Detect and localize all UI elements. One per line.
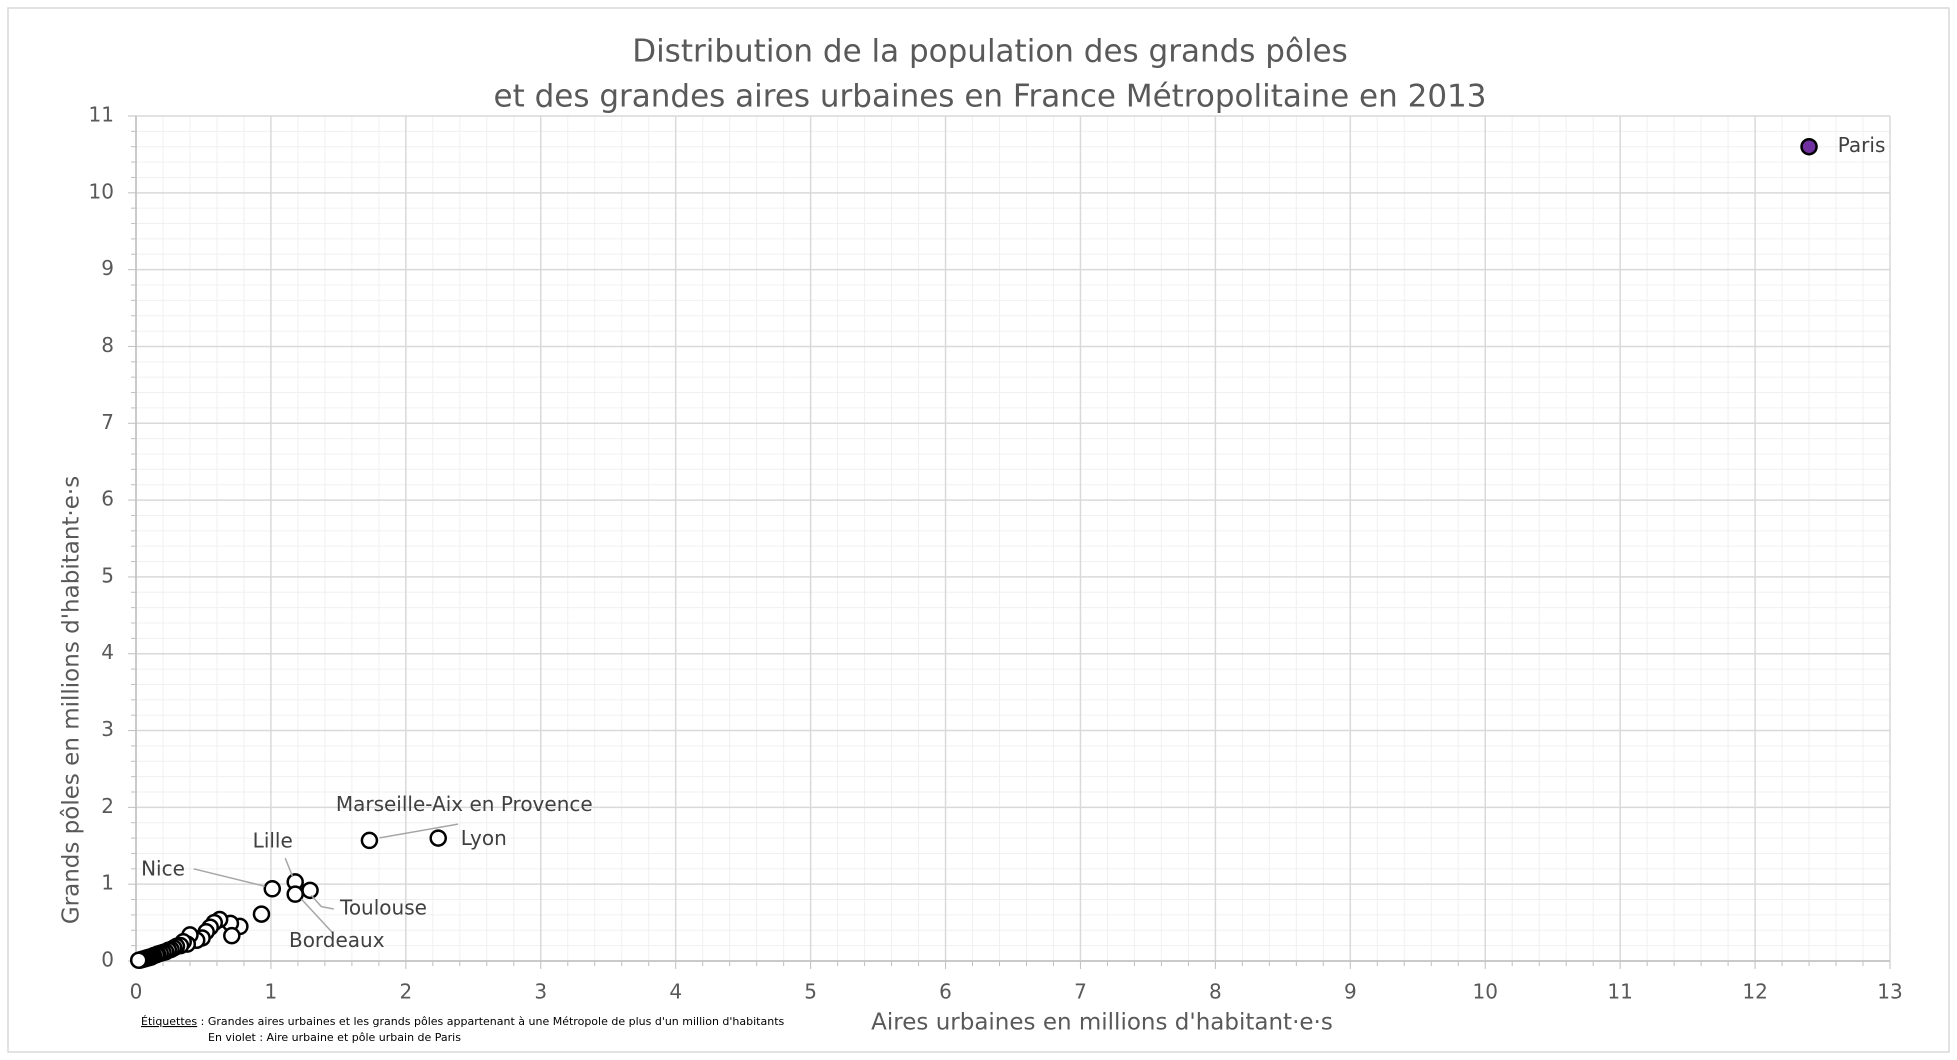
y-tick-label: 11 xyxy=(89,103,114,127)
footnote: Étiquettes : Grandes aires urbaines et l… xyxy=(141,1015,785,1028)
x-tick-label: 9 xyxy=(1344,980,1357,1004)
point xyxy=(360,831,379,850)
y-tick-label: 9 xyxy=(101,256,114,280)
footnote-line: Grandes aires urbaines et les grands pôl… xyxy=(208,1015,785,1028)
point xyxy=(301,881,319,900)
x-tick-label: 11 xyxy=(1607,980,1632,1004)
point xyxy=(223,926,241,945)
x-tick-label: 10 xyxy=(1473,980,1498,1004)
chart-title: Distribution de la population des grands… xyxy=(632,34,1348,70)
footnote-line: En violet : Aire urbaine et pôle urbain … xyxy=(208,1031,461,1044)
x-tick-label: 1 xyxy=(265,980,278,1004)
x-tick-label: 13 xyxy=(1877,980,1902,1004)
footnote-separator: : xyxy=(197,1015,204,1028)
point xyxy=(286,885,304,903)
point xyxy=(263,880,282,898)
x-axis-title: Aires urbaines en millions d'habitant·e·… xyxy=(871,1010,1333,1036)
y-tick-label: 8 xyxy=(101,333,114,357)
y-tick-label: 4 xyxy=(101,640,114,664)
leader-line xyxy=(284,857,294,878)
x-tick-label: 0 xyxy=(130,980,143,1004)
footnote-heading: Étiquettes xyxy=(141,1015,197,1028)
x-tick-label: 5 xyxy=(804,980,817,1004)
leader-line xyxy=(300,898,334,934)
point-label: Lyon xyxy=(461,826,507,850)
y-tick-label: 10 xyxy=(89,179,114,203)
x-tick-label: 7 xyxy=(1074,980,1087,1004)
point-label: Marseille-Aix en Provence xyxy=(336,792,593,816)
point xyxy=(1800,137,1818,156)
point-label: Lille xyxy=(253,828,293,852)
x-tick-label: 4 xyxy=(669,980,682,1004)
y-tick-label: 7 xyxy=(101,410,114,434)
leader-line xyxy=(379,823,459,839)
y-tick-label: 5 xyxy=(101,563,114,587)
point-label: Bordeaux xyxy=(289,928,385,952)
y-tick-label: 2 xyxy=(101,794,114,818)
x-tick-label: 12 xyxy=(1742,980,1767,1004)
leader-line xyxy=(193,868,265,888)
point xyxy=(129,951,148,969)
x-tick-label: 2 xyxy=(399,980,412,1004)
x-tick-label: 6 xyxy=(939,980,952,1004)
point-label: Toulouse xyxy=(339,896,427,920)
point xyxy=(429,829,447,847)
point-label: Nice xyxy=(141,857,185,881)
y-tick-label: 6 xyxy=(101,487,114,511)
x-tick-label: 8 xyxy=(1209,980,1222,1004)
leader-line xyxy=(310,894,334,910)
y-tick-label: 1 xyxy=(101,871,114,895)
point-label: Paris xyxy=(1838,133,1886,157)
y-axis-title: Grands pôles en millions d'habitant·e·s xyxy=(59,476,85,924)
point xyxy=(252,905,271,923)
y-tick-label: 3 xyxy=(101,717,114,741)
chart-border xyxy=(7,7,1950,1053)
chart-title: et des grandes aires urbaines en France … xyxy=(494,79,1487,115)
y-tick-label: 0 xyxy=(101,948,114,972)
x-tick-label: 3 xyxy=(534,980,547,1004)
